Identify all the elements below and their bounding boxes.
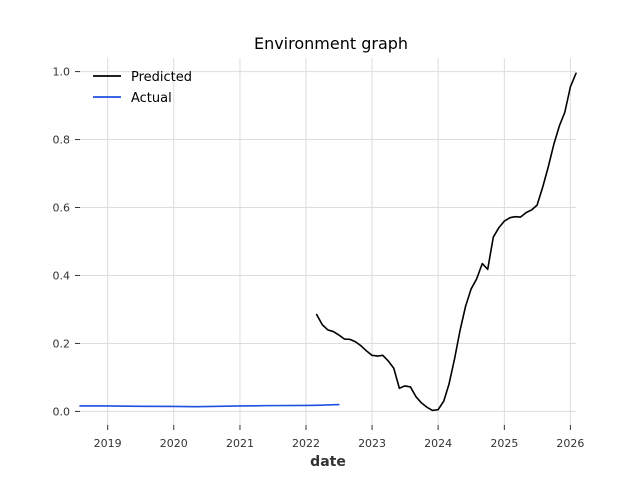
x-tick-label: 2025 (490, 437, 518, 450)
grid (80, 58, 576, 425)
y-tick-label: 1.0 (53, 66, 71, 79)
legend: Predicted Actual (93, 70, 192, 106)
y-tick-label: 0.2 (53, 337, 71, 350)
legend-label-predicted: Predicted (131, 70, 192, 85)
x-tick-label: 2019 (94, 437, 122, 450)
x-tick-label: 2021 (226, 437, 254, 450)
y-tick-label: 0.4 (53, 269, 71, 282)
y-tick-label: 0.6 (53, 202, 71, 215)
y-tick-label: 0.8 (53, 134, 71, 147)
chart-title: Environment graph (254, 34, 408, 53)
x-tick-label: 2023 (358, 437, 386, 450)
x-tick-label: 2022 (292, 437, 320, 450)
x-tick-label: 2024 (424, 437, 452, 450)
y-axis: 0.0 0.2 0.4 0.6 0.8 1.0 (53, 66, 80, 418)
x-tick-label: 2020 (160, 437, 188, 450)
series-line-predicted (315, 72, 577, 412)
x-axis: 2019 2020 2021 2022 2023 2024 2025 2026 (94, 425, 584, 450)
series-layer (79, 72, 577, 412)
y-tick-label: 0.0 (53, 405, 71, 418)
x-axis-label: date (310, 454, 346, 470)
series-line-actual (79, 403, 340, 408)
legend-label-actual: Actual (131, 91, 172, 106)
x-tick-label: 2026 (556, 437, 584, 450)
